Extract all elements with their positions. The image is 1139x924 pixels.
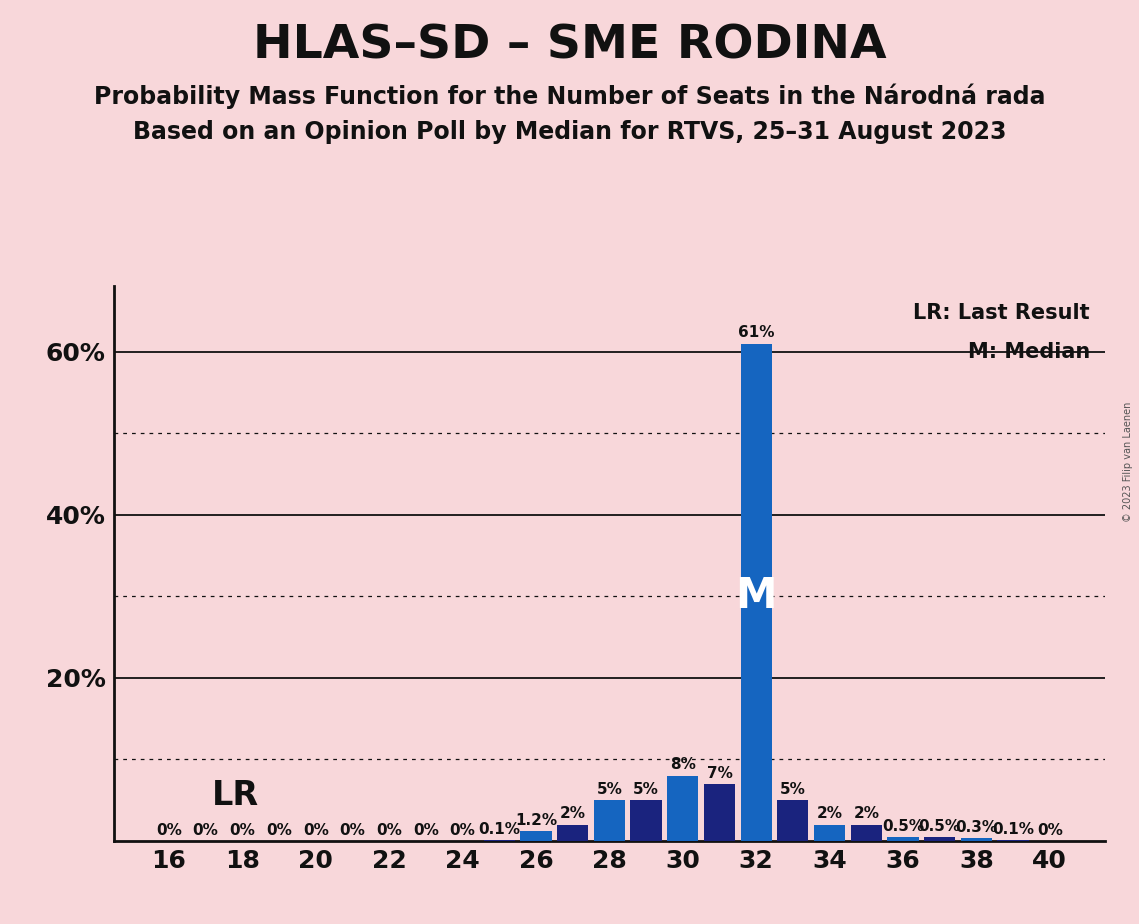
Text: Probability Mass Function for the Number of Seats in the Národná rada: Probability Mass Function for the Number… (93, 83, 1046, 109)
Bar (557, 824, 588, 841)
Text: 0.5%: 0.5% (882, 819, 924, 833)
Text: 0.1%: 0.1% (992, 821, 1034, 837)
Text: 0%: 0% (192, 822, 219, 837)
Text: 5%: 5% (780, 782, 805, 796)
Text: 0%: 0% (339, 822, 366, 837)
Text: 0%: 0% (156, 822, 182, 837)
Text: 5%: 5% (597, 782, 622, 796)
Text: 0%: 0% (267, 822, 292, 837)
Bar (631, 800, 662, 841)
Text: 0.3%: 0.3% (956, 821, 998, 835)
Text: LR: LR (212, 780, 259, 812)
Text: © 2023 Filip van Laenen: © 2023 Filip van Laenen (1123, 402, 1133, 522)
Bar (924, 837, 956, 841)
Text: 0%: 0% (229, 822, 255, 837)
Text: 0%: 0% (303, 822, 329, 837)
Bar (851, 824, 882, 841)
Text: 0%: 0% (413, 822, 439, 837)
Text: HLAS–SD – SME RODINA: HLAS–SD – SME RODINA (253, 23, 886, 68)
Text: 2%: 2% (853, 807, 879, 821)
Text: M: M (736, 576, 777, 617)
Text: Based on an Opinion Poll by Median for RTVS, 25–31 August 2023: Based on an Opinion Poll by Median for R… (133, 120, 1006, 144)
Text: 0%: 0% (450, 822, 475, 837)
Text: 61%: 61% (738, 325, 775, 340)
Bar (777, 800, 809, 841)
Text: 2%: 2% (817, 807, 843, 821)
Bar (961, 838, 992, 841)
Text: 5%: 5% (633, 782, 659, 796)
Bar (593, 800, 625, 841)
Bar (740, 344, 772, 841)
Text: M: Median: M: Median (968, 342, 1090, 362)
Bar (521, 831, 551, 841)
Text: 7%: 7% (706, 765, 732, 781)
Bar (667, 775, 698, 841)
Text: 0%: 0% (1036, 822, 1063, 837)
Text: 0.1%: 0.1% (478, 821, 521, 837)
Text: 0%: 0% (376, 822, 402, 837)
Text: 1.2%: 1.2% (515, 813, 557, 828)
Bar (814, 824, 845, 841)
Text: 2%: 2% (559, 807, 585, 821)
Bar (704, 784, 735, 841)
Text: 0.5%: 0.5% (919, 819, 960, 833)
Text: LR: Last Result: LR: Last Result (913, 303, 1090, 323)
Text: 8%: 8% (670, 758, 696, 772)
Bar (887, 837, 918, 841)
